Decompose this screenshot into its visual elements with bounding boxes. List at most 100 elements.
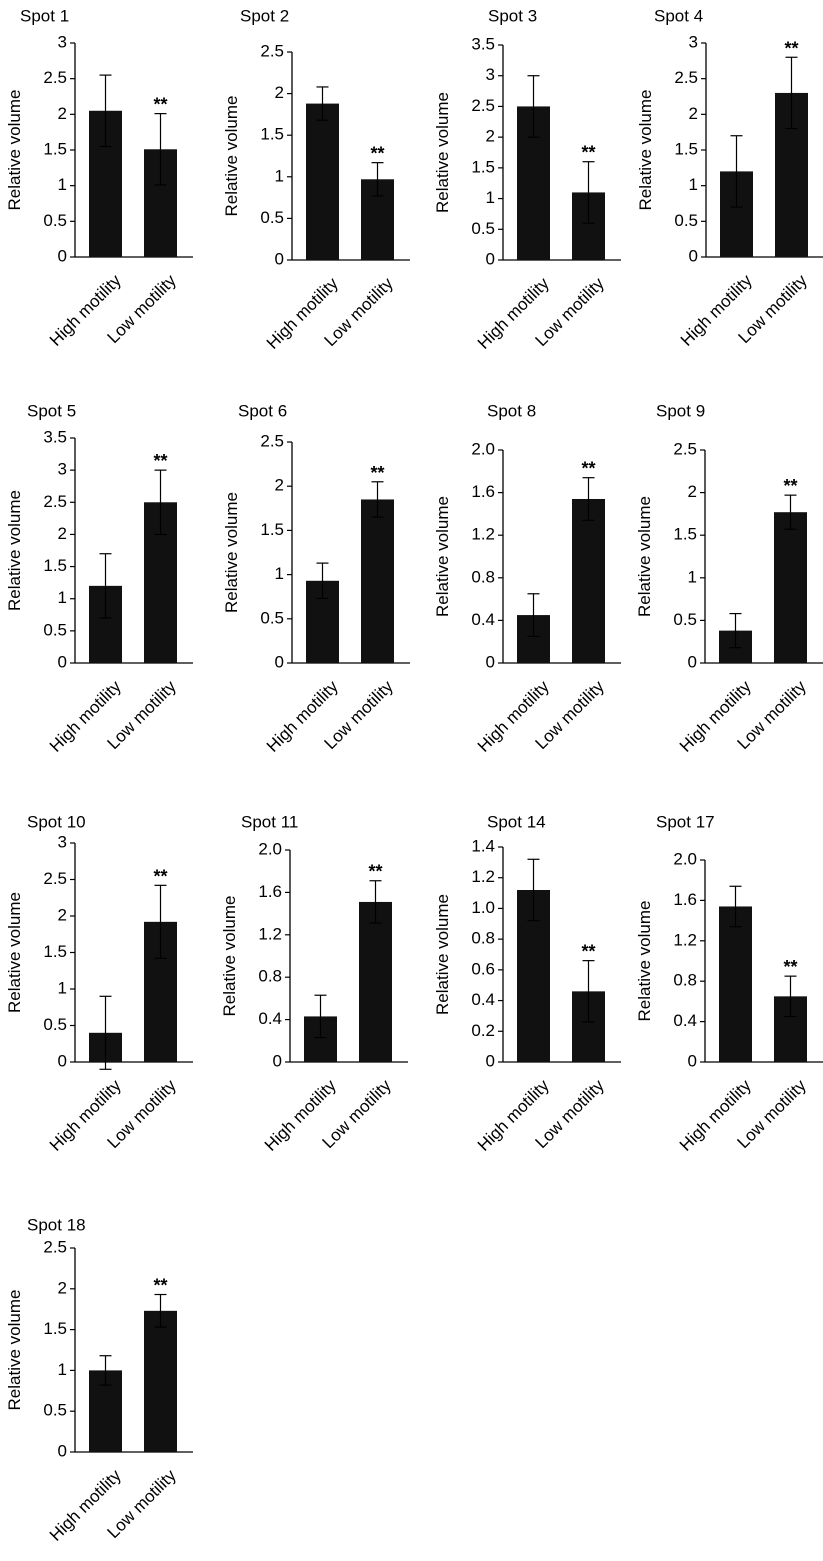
y-tick-label: 2 (58, 905, 67, 924)
y-tick-label: 1 (275, 564, 284, 583)
bar (572, 498, 605, 663)
y-tick-label: 2.5 (674, 68, 698, 87)
y-tick-label: 2 (58, 1278, 67, 1297)
y-tick-label: 0.5 (43, 211, 67, 230)
y-tick-label: 0.4 (471, 990, 495, 1009)
y-tick-label: 1.5 (674, 139, 698, 158)
y-axis-label: Relative volume (5, 490, 24, 611)
y-tick-label: 3.5 (43, 427, 67, 446)
chart-title: Spot 1 (20, 6, 69, 25)
y-axis-label: Relative volume (635, 496, 654, 617)
significance-marker: ** (783, 957, 797, 977)
y-tick-label: 0.4 (673, 1011, 697, 1030)
y-tick-label: 0.8 (258, 967, 282, 986)
y-tick-label: 0.5 (43, 1015, 67, 1034)
y-tick-label: 0 (273, 1051, 282, 1070)
y-tick-label: 3.5 (471, 34, 495, 53)
y-tick-label: 1.2 (258, 924, 282, 943)
y-tick-label: 1.6 (673, 890, 697, 909)
y-tick-label: 2 (688, 482, 697, 501)
y-tick-label: 0 (58, 246, 67, 265)
y-tick-label: 0 (689, 246, 698, 265)
y-tick-label: 0.5 (43, 620, 67, 639)
y-tick-label: 3 (58, 460, 67, 479)
chart-title: Spot 18 (27, 1215, 86, 1234)
significance-marker: ** (370, 463, 384, 483)
y-tick-label: 0.8 (673, 971, 697, 990)
y-tick-label: 2.0 (258, 839, 282, 858)
y-tick-label: 1.5 (43, 1319, 67, 1338)
y-axis-label: Relative volume (636, 90, 655, 211)
y-tick-label: 0 (275, 249, 284, 268)
y-tick-label: 2.5 (43, 68, 67, 87)
y-axis-label: Relative volume (635, 901, 654, 1022)
significance-marker: ** (581, 143, 595, 163)
y-tick-label: 2.0 (673, 849, 697, 868)
y-axis-label: Relative volume (220, 896, 239, 1017)
bar (361, 499, 394, 663)
y-tick-label: 3 (58, 32, 67, 51)
y-tick-label: 1 (486, 188, 495, 207)
chart-title: Spot 6 (238, 401, 287, 420)
y-axis-label: Relative volume (222, 492, 241, 613)
y-tick-label: 0 (486, 652, 495, 671)
y-tick-label: 0 (688, 652, 697, 671)
y-axis-label: Relative volume (5, 1290, 24, 1411)
y-tick-label: 1 (58, 978, 67, 997)
significance-marker: ** (153, 866, 167, 886)
y-tick-label: 1 (688, 567, 697, 586)
chart-title: Spot 2 (240, 6, 289, 25)
y-tick-label: 1.5 (260, 125, 284, 144)
y-tick-label: 0.8 (471, 929, 495, 948)
y-tick-label: 0 (275, 652, 284, 671)
y-tick-label: 0.5 (43, 1401, 67, 1420)
significance-marker: ** (368, 862, 382, 882)
significance-marker: ** (153, 451, 167, 471)
y-axis-label: Relative volume (5, 892, 24, 1013)
significance-marker: ** (581, 459, 595, 479)
y-tick-label: 0.5 (471, 219, 495, 238)
chart-title: Spot 11 (241, 812, 298, 831)
y-tick-label: 0.5 (674, 211, 698, 230)
y-tick-label: 0.2 (471, 1021, 495, 1040)
y-tick-label: 1.5 (43, 139, 67, 158)
y-tick-label: 2.5 (673, 439, 697, 458)
y-tick-label: 2 (486, 127, 495, 146)
chart-title: Spot 3 (488, 6, 537, 25)
significance-marker: ** (783, 476, 797, 496)
y-tick-label: 1.2 (471, 525, 495, 544)
chart-panel: Spot 14 Relative volume 0 0.2 0.4 0.6 0.8 1.0 1.… (433, 812, 621, 1155)
significance-marker: ** (581, 942, 595, 962)
significance-marker: ** (153, 1276, 167, 1296)
y-tick-label: 1.5 (43, 556, 67, 575)
y-tick-label: 0.8 (471, 567, 495, 586)
y-tick-label: 1.6 (471, 482, 495, 501)
y-tick-label: 3 (689, 32, 698, 51)
y-axis-label: Relative volume (222, 96, 241, 217)
y-tick-label: 2 (689, 104, 698, 123)
y-tick-label: 1.4 (471, 836, 495, 855)
y-tick-label: 2.5 (260, 41, 284, 60)
y-tick-label: 2 (275, 83, 284, 102)
y-tick-label: 1.0 (471, 898, 495, 917)
y-tick-label: 2.5 (43, 1237, 67, 1256)
significance-marker: ** (784, 38, 798, 58)
bar (306, 103, 339, 260)
y-tick-label: 2.5 (43, 492, 67, 511)
y-axis-label: Relative volume (433, 496, 452, 617)
y-axis-label: Relative volume (5, 90, 24, 211)
y-tick-label: 2.5 (260, 431, 284, 450)
bar (719, 906, 752, 1062)
y-tick-label: 1 (58, 1360, 67, 1379)
y-tick-label: 2.5 (43, 869, 67, 888)
y-tick-label: 0.5 (673, 610, 697, 629)
y-tick-label: 1.6 (258, 882, 282, 901)
